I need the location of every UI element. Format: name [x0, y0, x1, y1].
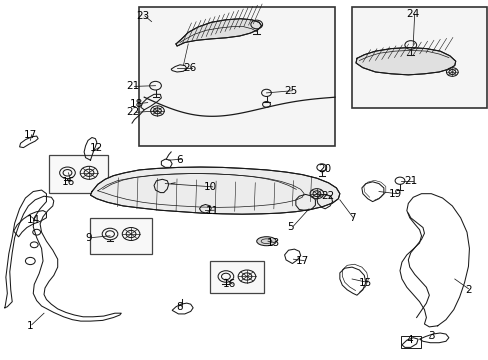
- Text: 4: 4: [406, 335, 412, 345]
- Text: 16: 16: [223, 279, 236, 289]
- Text: 18: 18: [129, 99, 142, 109]
- Text: 12: 12: [90, 143, 103, 153]
- Text: 17: 17: [23, 130, 37, 140]
- Bar: [49, 155, 107, 193]
- Text: 26: 26: [183, 63, 196, 73]
- Text: 21: 21: [403, 176, 417, 186]
- Text: 16: 16: [61, 177, 75, 187]
- Text: 1: 1: [27, 321, 34, 331]
- Text: 25: 25: [284, 86, 297, 96]
- Text: 2: 2: [464, 285, 471, 295]
- Text: 21: 21: [126, 81, 140, 91]
- Text: 10: 10: [203, 182, 216, 192]
- Text: 23: 23: [136, 11, 149, 21]
- Text: 19: 19: [387, 189, 401, 199]
- Text: 11: 11: [205, 206, 219, 216]
- Text: 22: 22: [126, 107, 140, 117]
- Text: 6: 6: [176, 155, 183, 165]
- Polygon shape: [355, 48, 455, 75]
- Ellipse shape: [256, 237, 276, 246]
- Text: 17: 17: [295, 256, 308, 266]
- Polygon shape: [90, 167, 339, 214]
- Text: 24: 24: [406, 9, 419, 19]
- Bar: [139, 7, 334, 146]
- Bar: [210, 261, 264, 293]
- Text: 7: 7: [348, 213, 355, 223]
- Text: 5: 5: [287, 222, 294, 232]
- Text: 22: 22: [320, 191, 334, 201]
- Text: 20: 20: [318, 164, 331, 174]
- Text: 8: 8: [176, 302, 183, 312]
- Bar: [90, 218, 151, 254]
- Text: 3: 3: [427, 330, 434, 341]
- Text: 13: 13: [266, 238, 280, 248]
- Text: 14: 14: [26, 215, 40, 225]
- Text: 15: 15: [358, 278, 372, 288]
- Bar: [351, 7, 486, 108]
- Bar: [400, 336, 420, 348]
- Text: 9: 9: [85, 233, 92, 243]
- Polygon shape: [176, 19, 261, 46]
